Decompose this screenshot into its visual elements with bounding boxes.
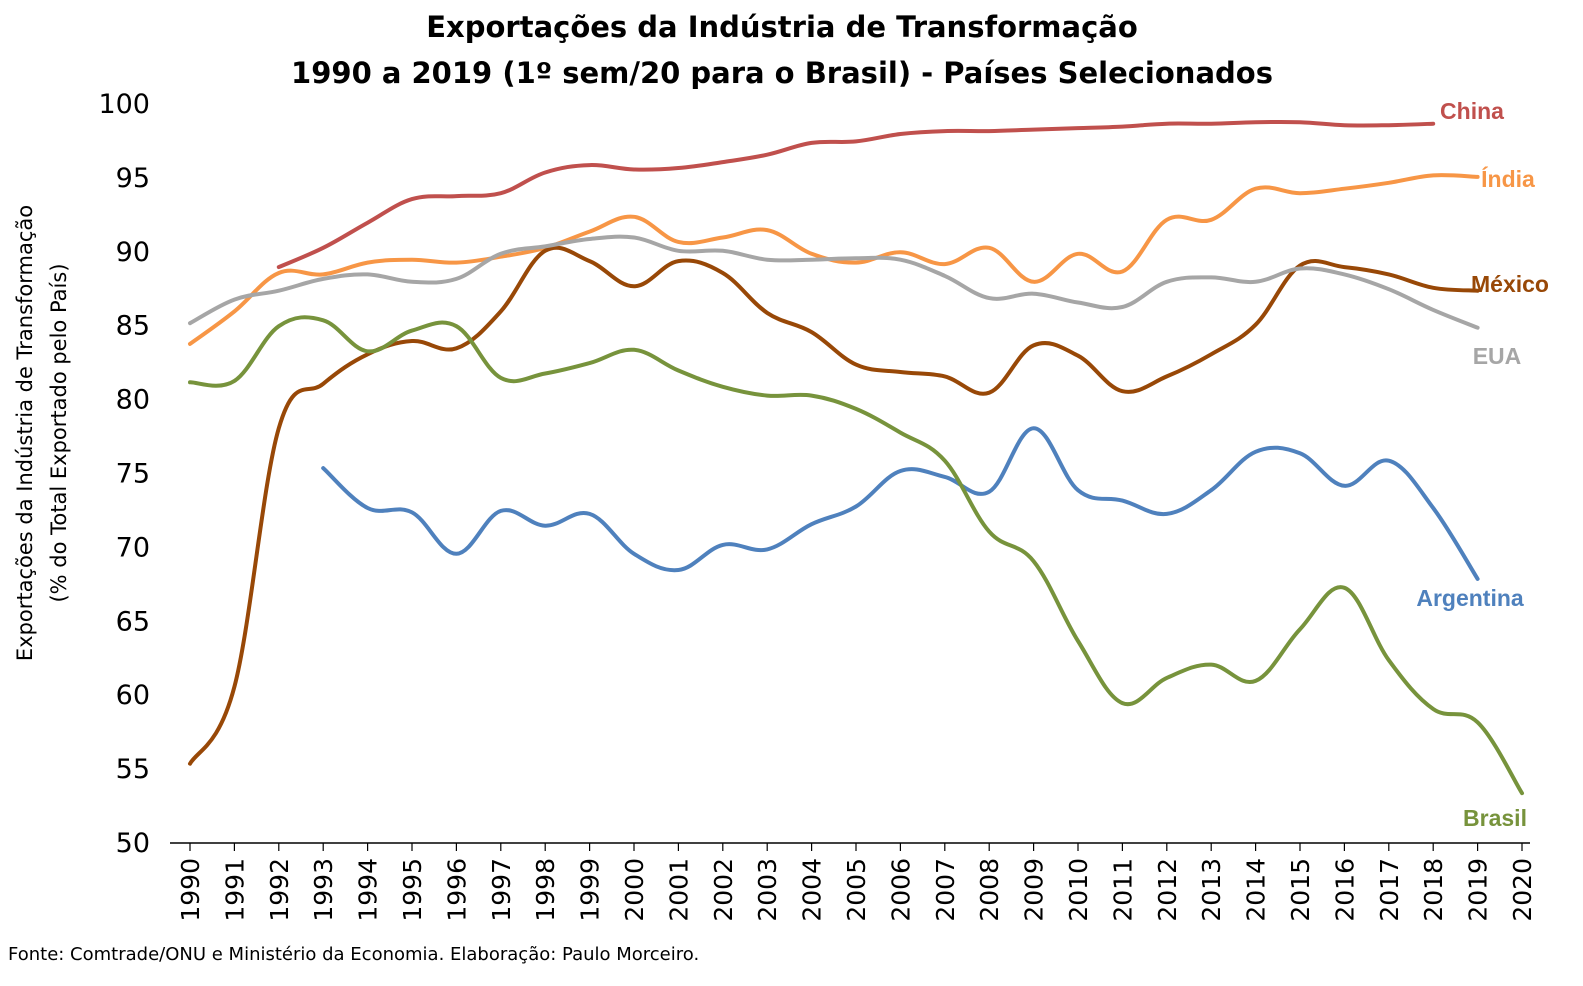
- x-tick-label: 2001: [664, 858, 693, 922]
- x-tick-label: 2007: [931, 858, 960, 922]
- series-line-china: [276, 119, 1436, 270]
- x-tick-label: 2008: [975, 858, 1004, 922]
- y-tick-label: 65: [116, 606, 150, 637]
- series-line-brasil: [188, 315, 1524, 796]
- x-tick-label: 2004: [798, 858, 827, 922]
- x-tick-label: 2017: [1375, 858, 1404, 922]
- x-tick-label: 1990: [176, 858, 205, 922]
- x-tick-label: 2009: [1020, 858, 1049, 922]
- y-axis: 50 55 60 65 70 75 80 85 90 95 100: [98, 89, 150, 859]
- chart-title-line2: 1990 a 2019 (1º sem/20 para o Brasil) - …: [291, 56, 1273, 90]
- series-lines: [188, 119, 1524, 796]
- y-tick-label: 50: [116, 828, 150, 859]
- y-tick-label: 75: [116, 459, 150, 490]
- source-note: Fonte: Comtrade/ONU e Ministério da Econ…: [8, 944, 699, 965]
- chart-title-line1: Exportações da Indústria de Transformaçã…: [426, 10, 1138, 44]
- series-labels: China Índia México EUA Argentina Brasil: [1416, 98, 1549, 831]
- y-axis-label-line1: Exportações da Indústria de Transformaçã…: [13, 205, 37, 661]
- x-tick-label: 2013: [1197, 858, 1226, 922]
- x-tick-label: 2006: [886, 858, 915, 922]
- x-tick-label: 1994: [354, 858, 383, 922]
- x-tick-label: 2011: [1108, 858, 1137, 922]
- x-tick-label: 2016: [1330, 858, 1359, 922]
- y-tick-label: 90: [116, 237, 150, 268]
- x-tick-label: 1992: [265, 858, 294, 922]
- series-label-china: China: [1440, 98, 1504, 124]
- y-tick-label: 100: [98, 89, 150, 120]
- y-axis-label: Exportações da Indústria de Transformaçã…: [13, 205, 71, 661]
- series-label-argentina: Argentina: [1416, 585, 1524, 611]
- x-tick-label: 1991: [220, 858, 249, 922]
- x-tick-label: 2018: [1419, 858, 1448, 922]
- series-label-india: Índia: [1481, 165, 1535, 192]
- y-tick-label: 70: [116, 532, 150, 563]
- series-line-eua: [188, 234, 1480, 330]
- series-line-mexico: [188, 245, 1480, 766]
- series-label-mexico: México: [1471, 271, 1549, 297]
- y-tick-label: 85: [116, 311, 150, 342]
- x-tick-label: 2000: [620, 858, 649, 922]
- series-line-india: [188, 173, 1480, 346]
- x-axis: 1990 1991 1992 1993 1994 1995 1996 1997 1998 1999…: [176, 843, 1537, 922]
- x-tick-label: 1993: [309, 858, 338, 922]
- x-tick-label: 2005: [842, 858, 871, 922]
- x-tick-label: 2002: [709, 858, 738, 922]
- x-tick-label: 2019: [1464, 858, 1493, 922]
- x-tick-label: 2012: [1153, 858, 1182, 922]
- x-tick-label: 2003: [753, 858, 782, 922]
- y-tick-label: 80: [116, 385, 150, 416]
- y-tick-label: 60: [116, 680, 150, 711]
- x-tick-label: 1996: [442, 858, 471, 922]
- x-tick-label: 2014: [1242, 858, 1271, 922]
- y-axis-label-line2: (% do Total Exportado pelo País): [47, 263, 71, 602]
- x-tick-label: 2020: [1508, 858, 1537, 922]
- series-label-brasil: Brasil: [1463, 805, 1527, 831]
- x-tick-label: 1998: [531, 858, 560, 922]
- x-tick-label: 1997: [487, 858, 516, 922]
- x-tick-label: 2015: [1286, 858, 1315, 922]
- y-tick-label: 95: [116, 163, 150, 194]
- x-tick-label: 1995: [398, 858, 427, 922]
- x-tick-label: 2010: [1064, 858, 1093, 922]
- series-label-eua: EUA: [1473, 343, 1522, 369]
- x-tick-label: 1999: [576, 858, 605, 922]
- series-line-argentina: [321, 426, 1480, 581]
- y-tick-label: 55: [116, 754, 150, 785]
